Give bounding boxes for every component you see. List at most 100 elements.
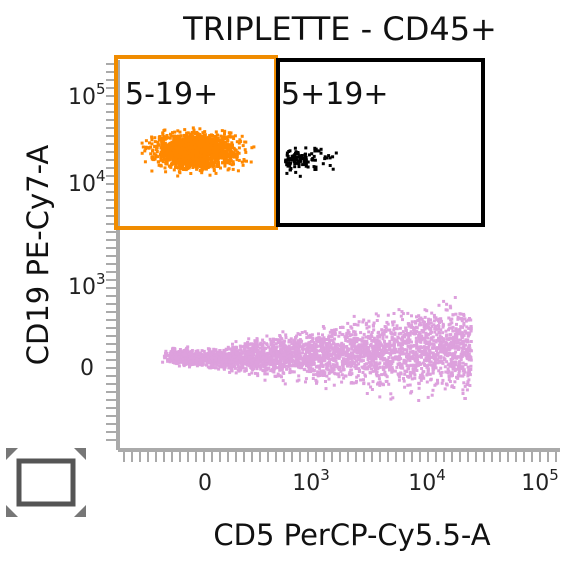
ungated-event <box>426 340 430 344</box>
ungated-event <box>466 374 470 378</box>
ungated-event <box>400 346 404 350</box>
ungated-event <box>383 370 387 374</box>
ungated-event <box>466 371 470 375</box>
ungated-event <box>259 367 263 371</box>
ungated-event <box>344 354 348 357</box>
5-19plus-event <box>241 144 245 148</box>
ungated-event <box>383 362 387 366</box>
5-19plus-event <box>140 151 144 155</box>
ungated-event <box>424 340 428 344</box>
ungated-event <box>332 347 336 351</box>
5-19plus-event <box>176 174 180 178</box>
5-19plus-event <box>156 155 160 159</box>
5-19plus-event <box>199 136 203 139</box>
ungated-event <box>371 380 375 384</box>
ungated-event <box>194 360 198 364</box>
ungated-event <box>386 322 390 326</box>
ungated-event <box>329 343 333 347</box>
ungated-event <box>261 356 265 360</box>
ungated-event <box>357 362 361 366</box>
ungated-event <box>268 350 272 354</box>
ungated-event <box>303 368 307 372</box>
ungated-event <box>425 380 429 384</box>
ungated-event <box>276 374 280 378</box>
5-19plus-event <box>212 167 216 171</box>
ungated-event <box>366 365 370 369</box>
ungated-event <box>392 346 396 350</box>
ungated-event <box>376 348 380 352</box>
ungated-event <box>451 344 455 348</box>
ungated-event <box>467 352 471 356</box>
ungated-event <box>362 354 366 358</box>
ungated-event <box>231 342 234 346</box>
ungated-event <box>449 306 453 310</box>
5-19plus-event <box>200 171 204 175</box>
ungated-event <box>391 323 395 327</box>
ungated-event <box>272 360 276 364</box>
ungated-event <box>356 323 360 327</box>
ungated-event <box>381 331 385 335</box>
ungated-event <box>399 345 403 349</box>
ungated-event <box>332 383 336 387</box>
ungated-event <box>171 349 175 352</box>
ungated-event <box>386 328 390 332</box>
ungated-event <box>407 345 411 349</box>
ungated-event <box>437 325 441 328</box>
ungated-event <box>208 353 212 357</box>
ungated-event <box>418 339 422 343</box>
ungated-event <box>308 370 312 374</box>
ungated-event <box>402 377 405 380</box>
ungated-event <box>343 361 347 365</box>
ungated-event <box>249 366 253 370</box>
ungated-event <box>384 344 388 348</box>
ungated-event <box>425 309 429 313</box>
ungated-event <box>428 340 432 344</box>
ungated-event <box>414 336 418 340</box>
ungated-event <box>188 363 192 367</box>
ungated-event <box>321 347 325 351</box>
ungated-event <box>459 357 463 361</box>
ungated-event <box>299 345 303 349</box>
ungated-event <box>324 354 328 358</box>
ungated-event <box>424 359 428 363</box>
5-19plus-event <box>198 159 202 163</box>
ungated-event <box>295 356 299 360</box>
ungated-event <box>464 343 468 347</box>
ungated-event <box>439 356 443 360</box>
ungated-event <box>288 361 292 365</box>
ungated-event <box>431 355 435 359</box>
ungated-event <box>301 359 305 362</box>
ungated-event <box>279 337 283 341</box>
5-19plus-event <box>232 137 236 140</box>
ungated-event <box>448 364 452 368</box>
5-19plus-event <box>236 169 240 173</box>
ungated-event <box>466 349 470 353</box>
ungated-event <box>436 319 440 323</box>
ungated-event <box>281 379 285 383</box>
5-19plus-event <box>163 166 167 170</box>
ungated-event <box>454 327 458 331</box>
ungated-event <box>455 375 458 379</box>
5-19plus-event <box>250 146 254 150</box>
ungated-event <box>169 359 173 363</box>
ungated-event <box>369 342 373 346</box>
ungated-event <box>312 361 316 365</box>
ungated-event <box>460 351 464 355</box>
ungated-event <box>276 338 280 342</box>
ungated-event <box>436 381 440 385</box>
5-19plus-event <box>163 137 167 141</box>
ungated-event <box>332 332 336 335</box>
5-19plus-event <box>223 129 227 133</box>
ungated-event <box>209 364 213 368</box>
ungated-event <box>278 339 282 343</box>
ungated-event <box>440 319 443 323</box>
ungated-event <box>283 353 287 357</box>
ungated-event <box>267 367 271 370</box>
ungated-event <box>190 349 194 352</box>
ungated-event <box>323 358 327 362</box>
ungated-event <box>308 350 312 354</box>
ungated-event <box>220 363 224 367</box>
ungated-event <box>351 381 355 385</box>
ungated-event <box>251 364 255 368</box>
ungated-event <box>295 351 299 355</box>
